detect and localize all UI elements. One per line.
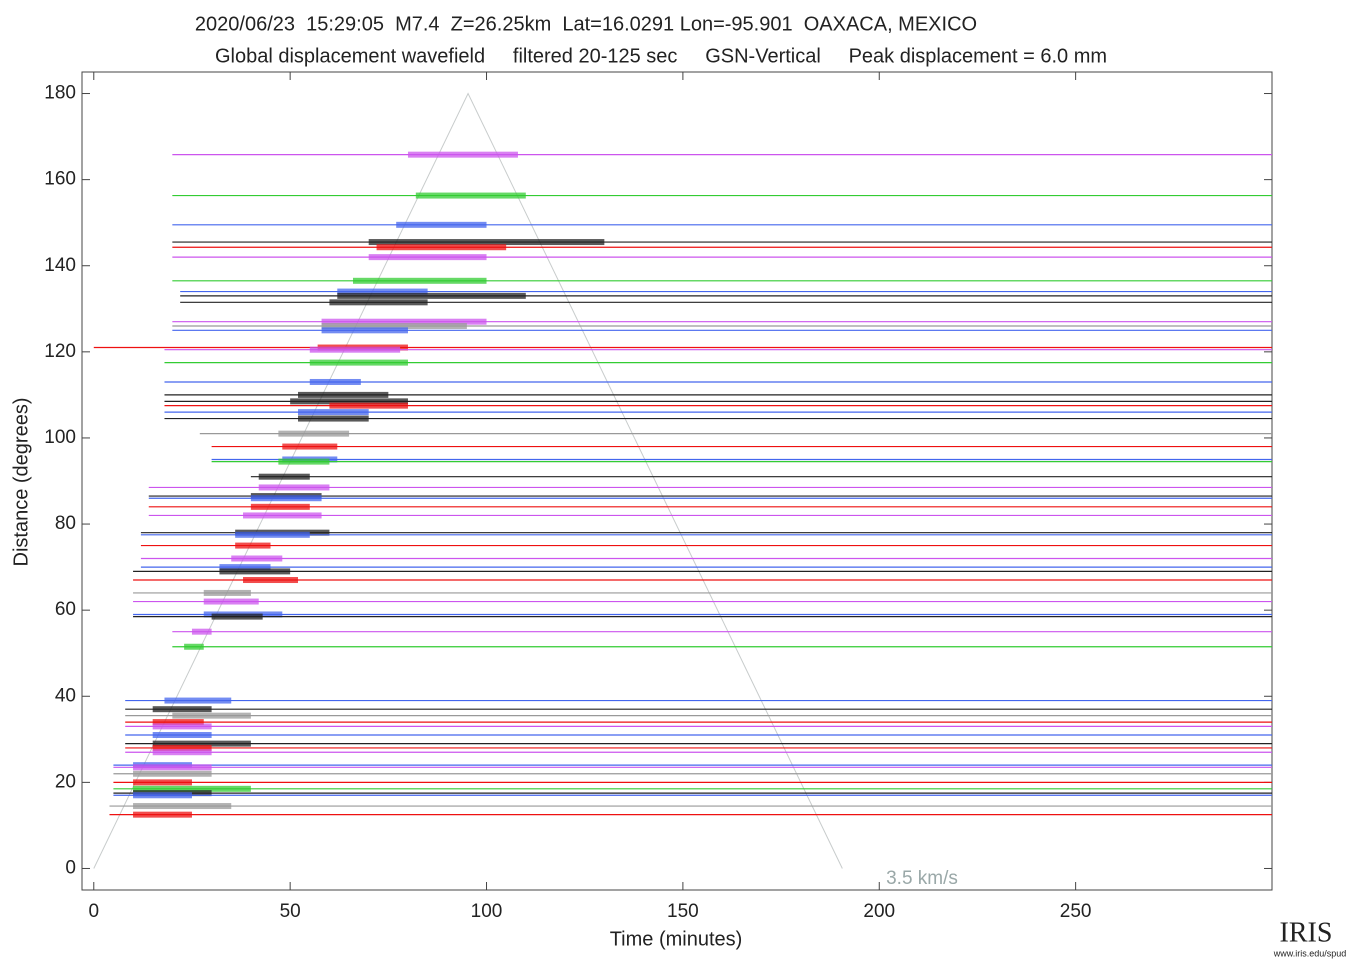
surface-wave: [152, 706, 212, 713]
surface-wave: [133, 764, 212, 771]
surface-wave: [321, 318, 487, 325]
surface-wave: [152, 732, 212, 739]
y-tick-label: 100: [44, 427, 76, 448]
logo: IRIS: [1280, 917, 1333, 948]
surface-wave: [231, 555, 283, 562]
x-tick-label: 150: [667, 901, 699, 922]
y-tick-label: 40: [55, 685, 76, 706]
x-tick-label: 200: [863, 901, 895, 922]
y-tick-label: 20: [55, 771, 76, 792]
y-tick-label: 140: [44, 255, 76, 276]
footer-url: www.iris.edu/spud: [1273, 948, 1347, 958]
surface-wave: [298, 415, 369, 422]
surface-wave: [352, 277, 487, 284]
y-tick-label: 160: [44, 169, 76, 190]
surface-wave: [133, 792, 192, 799]
surface-wave: [396, 221, 487, 228]
x-tick-label: 100: [471, 901, 503, 922]
surface-wave: [172, 712, 251, 719]
x-tick-label: 250: [1060, 901, 1092, 922]
surface-wave: [219, 568, 291, 575]
surface-wave: [337, 292, 526, 299]
surface-wave: [321, 327, 408, 334]
y-tick-label: 60: [55, 599, 76, 620]
surface-wave: [152, 744, 212, 751]
x-tick-label: 50: [280, 901, 301, 922]
chart-subtitle: Global displacement wavefield filtered 2…: [215, 45, 1107, 67]
surface-wave: [133, 785, 251, 792]
surface-wave: [243, 512, 322, 519]
surface-wave: [290, 398, 408, 405]
surface-wave: [211, 613, 263, 620]
surface-wave: [152, 749, 212, 756]
surface-wave: [235, 542, 271, 549]
surface-wave: [235, 531, 310, 538]
surface-wave: [203, 598, 259, 605]
surface-wave: [329, 299, 428, 306]
surface-wave: [298, 391, 389, 398]
surface-wave: [191, 628, 212, 635]
x-tick-label: 0: [88, 901, 99, 922]
surface-wave: [321, 323, 467, 330]
surface-wave: [368, 254, 487, 261]
y-tick-label: 120: [44, 341, 76, 362]
surface-wave: [133, 779, 192, 786]
surface-wave: [152, 723, 212, 730]
y-tick-label: 80: [55, 513, 76, 534]
surface-wave: [415, 192, 526, 199]
velocity-label: 3.5 km/s: [886, 868, 958, 889]
surface-wave: [184, 643, 204, 650]
surface-wave: [278, 458, 330, 465]
surface-wave: [407, 151, 518, 158]
velocity-line: [93, 92, 843, 869]
surface-wave: [203, 589, 251, 596]
surface-wave: [337, 288, 428, 295]
surface-wave: [152, 740, 251, 747]
surface-wave: [250, 495, 322, 502]
surface-wave: [250, 503, 310, 510]
surface-wave: [133, 770, 212, 777]
surface-wave: [133, 811, 192, 818]
surface-wave: [309, 378, 361, 385]
surface-wave: [258, 473, 310, 480]
surface-wave: [282, 443, 338, 450]
surface-wave: [164, 697, 232, 704]
surface-wave: [309, 359, 408, 366]
surface-wave: [243, 577, 299, 584]
plot-frame: [81, 71, 1273, 891]
surface-wave: [298, 409, 369, 416]
surface-wave: [278, 430, 350, 437]
surface-wave: [329, 402, 408, 409]
surface-wave: [152, 719, 204, 726]
surface-wave: [309, 346, 401, 353]
surface-wave: [368, 239, 605, 246]
y-axis-label: Distance (degrees): [10, 398, 32, 567]
surface-wave: [258, 484, 330, 491]
surface-wave: [376, 244, 507, 251]
y-tick-label: 0: [65, 857, 76, 878]
y-tick-label: 180: [44, 83, 76, 104]
surface-wave: [133, 803, 232, 810]
chart-title: 2020/06/23 15:29:05 M7.4 Z=26.25km Lat=1…: [195, 13, 977, 35]
x-axis-label: Time (minutes): [610, 928, 743, 950]
surface-wave: [219, 564, 271, 571]
